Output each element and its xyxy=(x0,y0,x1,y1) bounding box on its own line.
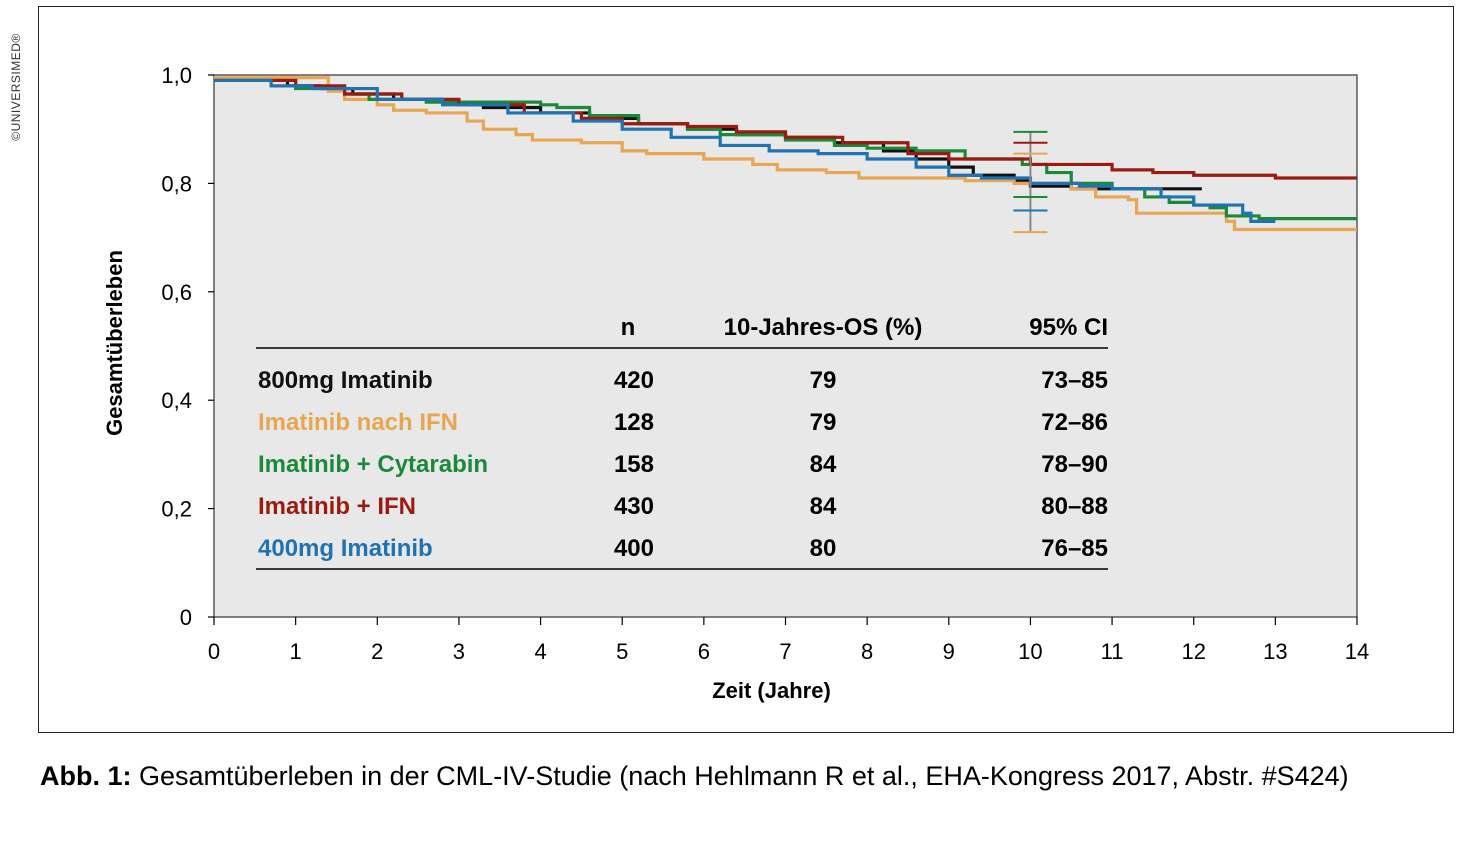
x-tick-label: 13 xyxy=(1263,639,1287,664)
figure-frame xyxy=(38,6,1454,733)
x-tick-label: 0 xyxy=(208,639,220,664)
table-row-name: Imatinib + IFN xyxy=(258,493,416,520)
series-line-org xyxy=(214,76,1357,232)
caption-label: Abb. 1: xyxy=(40,761,132,791)
caption-text: Gesamtüberleben in der CML-IV-Studie (na… xyxy=(139,761,1349,791)
x-tick-label: 6 xyxy=(698,639,710,664)
series-line-blu xyxy=(214,78,1276,223)
table-row-os: 79 xyxy=(810,409,837,436)
series-line-red xyxy=(214,78,1357,180)
x-tick-label: 1 xyxy=(290,639,302,664)
x-tick-label: 4 xyxy=(534,639,546,664)
table-header-ci: 95% CI xyxy=(1029,314,1108,341)
x-axis-title: Zeit (Jahre) xyxy=(712,678,831,703)
x-tick-label: 14 xyxy=(1345,639,1369,664)
table-header-os: 10-Jahres-OS (%) xyxy=(724,314,923,341)
table-row-ci: 72–86 xyxy=(1041,409,1108,436)
survival-chart: 00,20,40,60,81,00 1 2 3 4 5 6 7 8 9 10 11 12 13 14Zeit… xyxy=(102,63,1369,703)
y-tick-label: 0 xyxy=(180,605,192,630)
table-row-os: 79 xyxy=(810,367,837,394)
x-tick-label: 9 xyxy=(943,639,955,664)
table-row-ci: 73–85 xyxy=(1041,367,1108,394)
y-tick-label: 0,2 xyxy=(161,497,192,522)
table-row-n: 430 xyxy=(614,493,654,520)
table-header-n: n xyxy=(621,314,636,341)
table-row-name: 400mg Imatinib xyxy=(258,535,433,562)
x-tick-label: 3 xyxy=(453,639,465,664)
table-row-name: 800mg Imatinib xyxy=(258,367,433,394)
table-row-name: Imatinib nach IFN xyxy=(258,409,458,436)
y-tick-label: 0,8 xyxy=(161,171,192,196)
figure-caption: Abb. 1: Gesamtüberleben in der CML-IV-St… xyxy=(40,756,1440,796)
table-row-os: 84 xyxy=(810,451,837,478)
x-tick-label: 5 xyxy=(616,639,628,664)
table-row-ci: 78–90 xyxy=(1041,451,1108,478)
x-tick-label: 7 xyxy=(779,639,791,664)
y-tick-label: 0,6 xyxy=(161,280,192,305)
table-row-ci: 76–85 xyxy=(1041,535,1108,562)
series-line-grn xyxy=(214,78,1357,221)
y-axis-title: Gesamtüberleben xyxy=(102,250,127,436)
x-tick-label: 10 xyxy=(1018,639,1042,664)
x-tick-label: 12 xyxy=(1181,639,1205,664)
table-row-n: 158 xyxy=(614,451,654,478)
y-tick-label: 0,4 xyxy=(161,388,192,413)
table-row-ci: 80–88 xyxy=(1041,493,1108,520)
x-tick-label: 2 xyxy=(371,639,383,664)
x-tick-label: 11 xyxy=(1101,639,1124,664)
table-row-n: 400 xyxy=(614,535,654,562)
table-row-os: 80 xyxy=(810,535,837,562)
table-row-n: 128 xyxy=(614,409,654,436)
plot-area xyxy=(213,74,1358,618)
table-row-n: 420 xyxy=(614,367,654,394)
x-tick-label: 8 xyxy=(861,639,873,664)
table-row-name: Imatinib + Cytarabin xyxy=(258,451,488,478)
y-tick-label: 1,0 xyxy=(161,63,192,88)
table-row-os: 84 xyxy=(810,493,837,520)
